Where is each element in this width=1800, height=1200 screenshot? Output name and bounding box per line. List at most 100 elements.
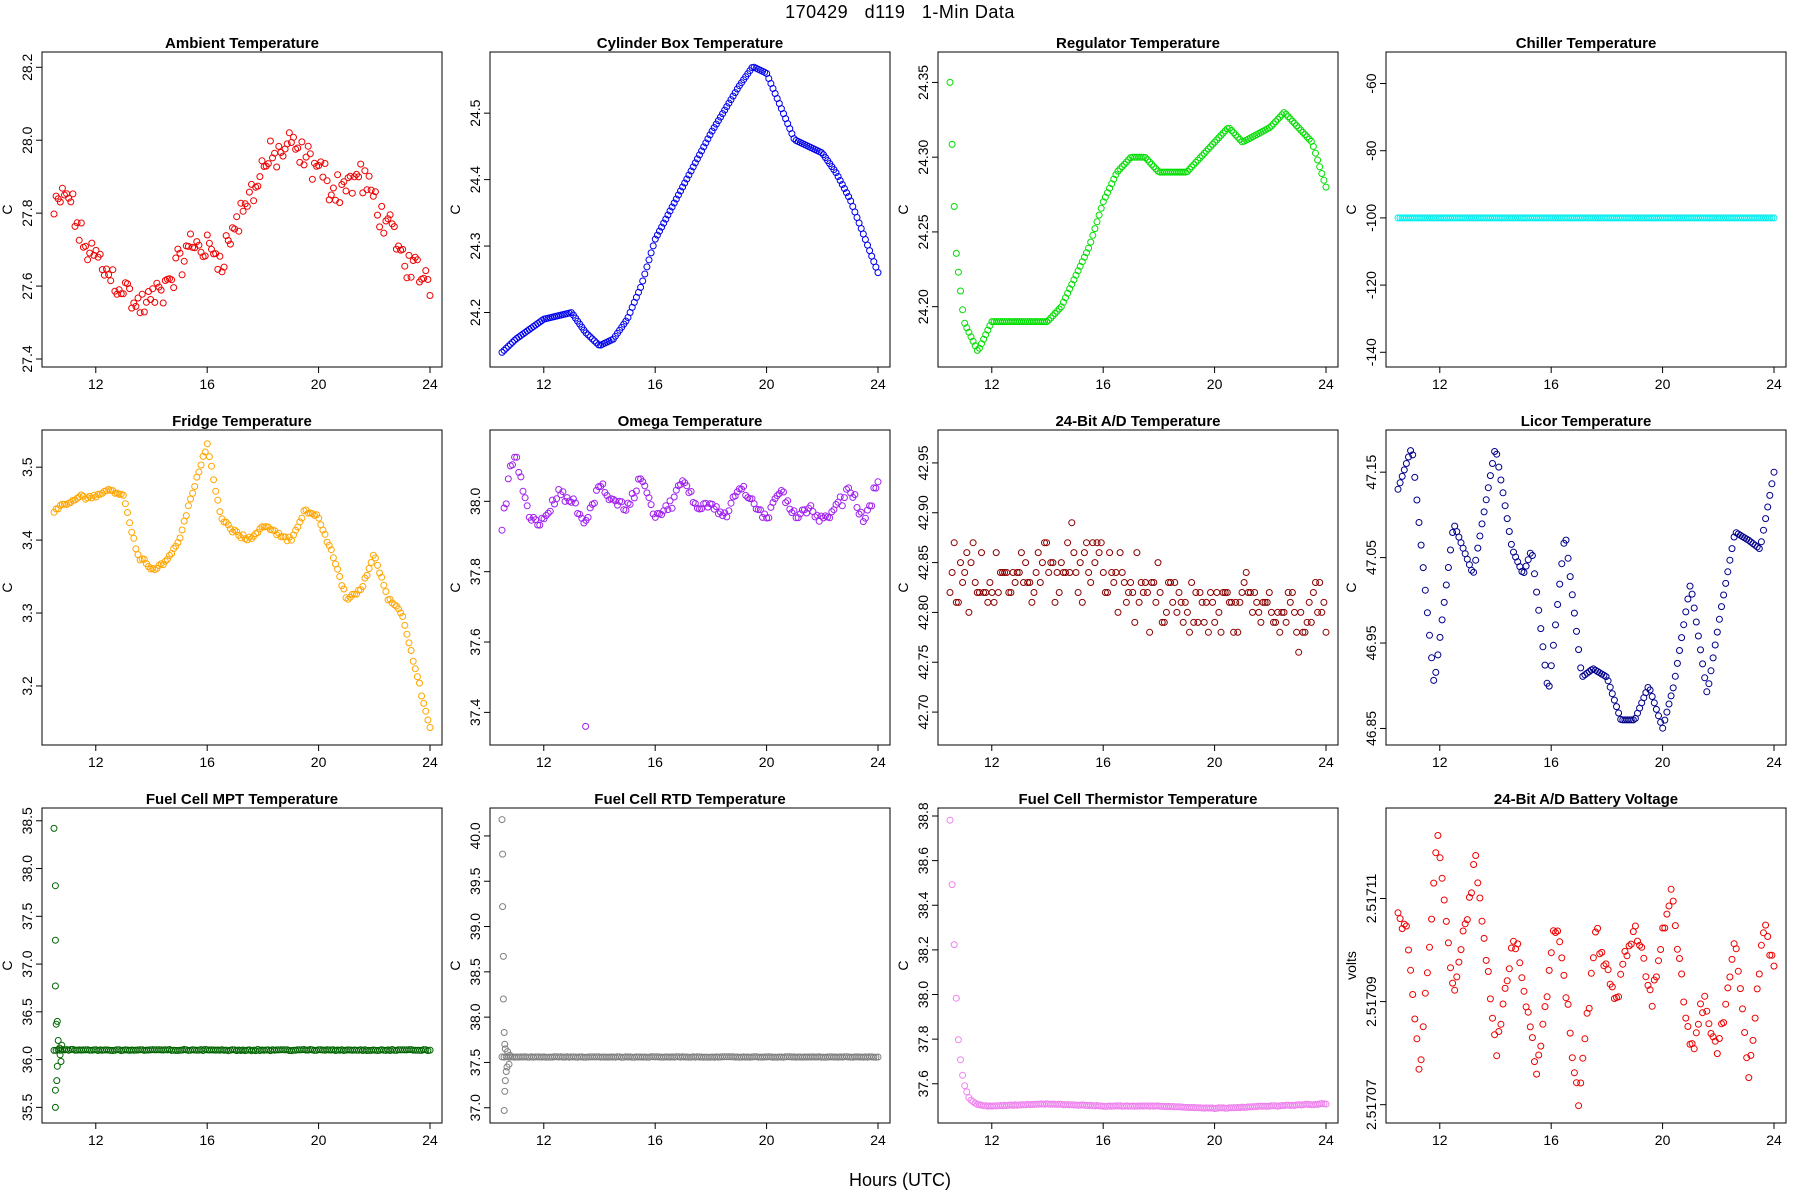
data-point [355,173,363,181]
data-point [1114,608,1122,616]
data-point [1497,476,1505,484]
data-point [990,598,998,606]
data-point [1407,447,1415,455]
data-point [1167,579,1175,586]
data-point [1552,929,1559,936]
data-point [1122,598,1130,606]
data-point [1267,122,1275,130]
data-point [950,539,958,547]
data-point [946,589,954,596]
data-point [233,528,241,536]
data-point [245,533,253,541]
data-point [1411,1015,1419,1023]
data-point [405,639,413,647]
x-axis-label: Hours (UTC) [849,1170,951,1190]
data-point-outlier [499,903,507,911]
chart-title: Fuel Cell RTD Temperature [594,791,785,808]
data-point [319,526,327,534]
data-point [1749,1036,1757,1044]
data-point [1703,1007,1711,1015]
data-point [390,223,398,231]
data-point [1219,129,1227,137]
data-point [866,502,874,510]
data-point [1463,916,1471,924]
data-point [103,265,110,273]
x-tick-label: 20 [1207,376,1223,392]
y-axis-label: C [895,582,911,592]
data-point [519,487,527,495]
page-title: 170429 d119 1-Min Data [785,2,1015,22]
y-tick-label: 24.3 [467,232,483,259]
data-point-outlier [506,1051,514,1059]
data-point [788,509,796,517]
y-tick-label: 24.25 [915,214,931,249]
data-point [1526,1023,1534,1031]
data-point [952,994,960,1002]
data-point [1760,929,1767,937]
chart-title: Fridge Temperature [172,413,312,430]
data-point [1318,1100,1326,1108]
plot-frame [1385,51,1787,368]
data-point [1135,598,1143,606]
x-tick-label: 16 [1543,754,1559,770]
data-point [712,503,720,511]
data-point [502,344,510,352]
data-point [216,252,224,260]
data-point [1066,285,1074,293]
data-point [308,175,316,183]
data-point [1396,915,1404,923]
data-point [1202,598,1210,606]
data-point [1099,569,1107,576]
data-point [599,480,607,488]
data-point [1694,632,1702,640]
data-point [1722,579,1730,587]
data-point [777,487,785,494]
data-point [948,140,956,148]
data-point [1531,570,1538,578]
data-point [1249,608,1256,616]
chart-title: Chiller Temperature [1516,35,1657,52]
x-tick-label: 24 [1318,376,1334,392]
data-point [1476,532,1484,540]
data-point [308,510,316,518]
data-point [603,492,611,499]
data-point [1192,158,1200,166]
data-point [963,549,971,557]
data-point [350,590,358,598]
data-point [967,333,975,341]
data-point [1426,943,1433,951]
data-point [717,113,724,121]
data-point [861,514,869,522]
y-tick-label: 35.5 [19,1094,35,1121]
plot-frame [937,429,1339,746]
data-point [618,498,626,506]
data-point [315,162,323,169]
data-point [153,279,161,287]
data-point [664,211,672,219]
data-point [1426,631,1433,639]
data-point [1156,589,1164,596]
data-point [1200,149,1208,157]
y-axis-label: C [1343,204,1359,214]
data-point [1204,145,1212,153]
data-point [166,552,173,559]
data-point [975,344,983,352]
data-point [75,236,83,244]
data-point [157,286,165,294]
data-point [1305,598,1313,606]
data-point [1047,559,1055,567]
data-point [563,494,571,502]
data-point [1160,618,1168,626]
plot-frame [489,51,891,368]
data-point [1133,549,1141,557]
plot-frame [489,807,891,1124]
data-point [1051,310,1059,317]
data-point [121,500,129,508]
data-point [965,328,973,336]
y-axis-label: C [0,204,15,214]
y-tick-label: 46.85 [1363,711,1379,746]
data-point [1045,569,1053,576]
data-point [1047,314,1055,322]
data-point [151,298,159,306]
data-point [1036,579,1044,586]
